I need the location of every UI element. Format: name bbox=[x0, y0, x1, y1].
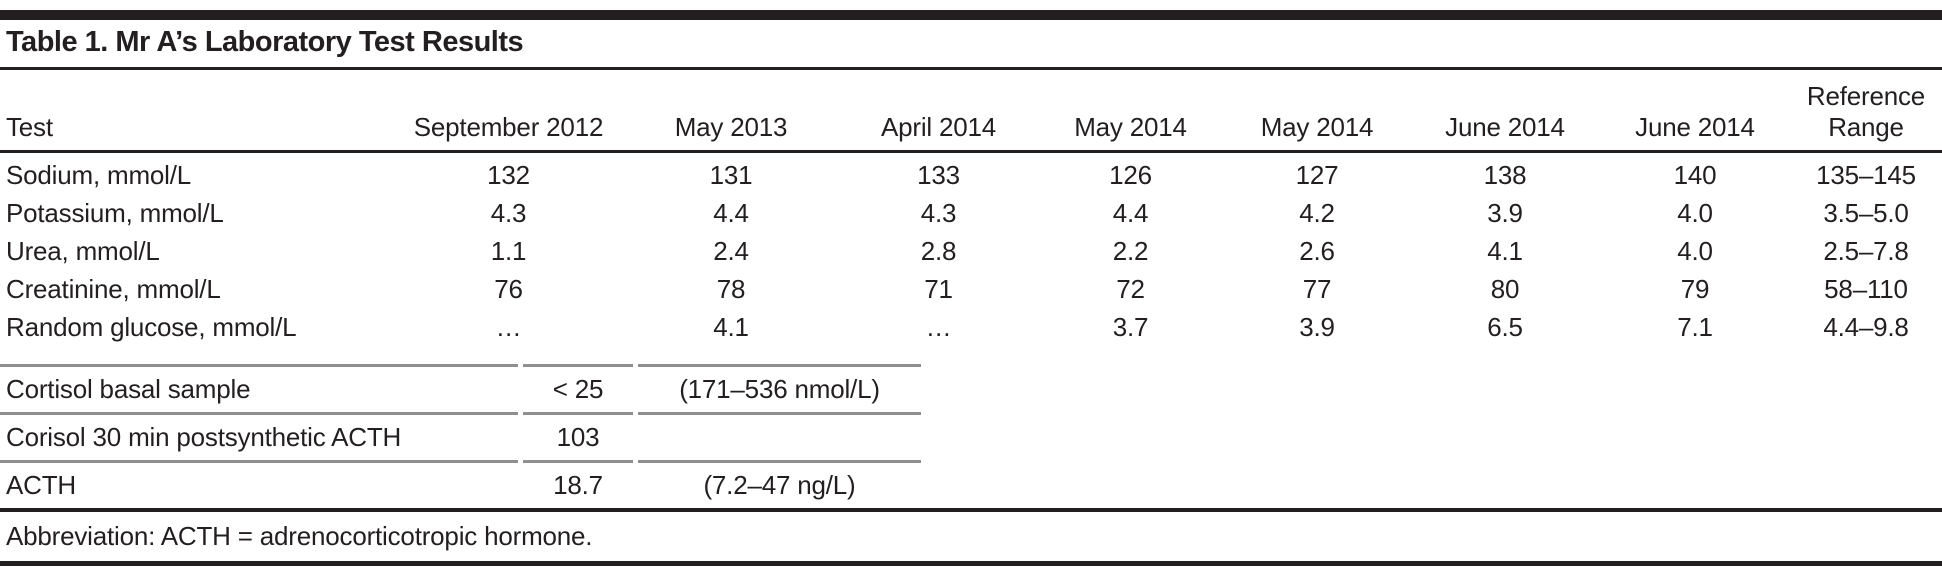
reference-range-line2: Range bbox=[1828, 112, 1904, 142]
reference-range-line1: Reference bbox=[1806, 81, 1926, 111]
table-cell-reference: 3.5–5.0 bbox=[1823, 198, 1909, 228]
table-cell: 4.4 bbox=[1112, 198, 1149, 228]
table-cell-range: (7.2–47 ng/L) bbox=[638, 460, 921, 508]
table-cell-value: 18.7 bbox=[523, 460, 633, 508]
table-cell-value: 103 bbox=[523, 412, 633, 460]
column-header-september-2012: September 2012 bbox=[413, 112, 604, 142]
table-cell: 2.8 bbox=[920, 236, 957, 266]
table-cell: … bbox=[925, 312, 952, 342]
table-cell: 132 bbox=[487, 160, 530, 190]
table-cell: 6.5 bbox=[1487, 312, 1523, 342]
column-header-reference-range: Reference Range bbox=[1790, 81, 1942, 143]
table-cell-test: Random glucose, mmol/L bbox=[6, 312, 297, 342]
table-cell: 2.2 bbox=[1112, 236, 1149, 266]
table-cell-test: Creatinine, mmol/L bbox=[6, 274, 221, 304]
table-cell-reference: 2.5–7.8 bbox=[1823, 236, 1909, 266]
table-cell: 3.7 bbox=[1112, 312, 1149, 342]
table-cell-test: Urea, mmol/L bbox=[6, 236, 160, 266]
table-row: Corisol 30 min postsynthetic ACTH 103 bbox=[0, 412, 921, 460]
table-cell: 127 bbox=[1295, 160, 1339, 190]
table-cell: 138 bbox=[1483, 160, 1527, 190]
table-cell: 4.1 bbox=[1487, 236, 1523, 266]
table-cell-reference: 4.4–9.8 bbox=[1823, 312, 1909, 342]
table-cell: 131 bbox=[709, 160, 753, 190]
table-cell: 4.4 bbox=[713, 198, 749, 228]
table-cell-value: < 25 bbox=[523, 364, 633, 412]
table-cell: 3.9 bbox=[1299, 312, 1335, 342]
column-header-june-2014-a: June 2014 bbox=[1445, 112, 1565, 142]
table-cell: 79 bbox=[1680, 274, 1710, 304]
table-cell: 2.6 bbox=[1299, 236, 1335, 266]
hormone-subtable: Cortisol basal sample < 25 (171–536 nmol… bbox=[0, 364, 921, 508]
lab-table-body: Sodium, mmol/L 132 131 133 126 127 138 1… bbox=[0, 156, 1942, 346]
table-cell-test: Cortisol basal sample bbox=[0, 364, 518, 412]
table-cell: 140 bbox=[1673, 160, 1717, 190]
table-title: Table 1. Mr A’s Laboratory Test Results bbox=[6, 26, 524, 58]
table-cell-range: (171–536 nmol/L) bbox=[638, 364, 921, 412]
table-cell: 78 bbox=[716, 274, 746, 304]
table-header-row: Test September 2012 May 2013 April 2014 … bbox=[0, 72, 1942, 148]
table-cell-test: Corisol 30 min postsynthetic ACTH bbox=[0, 412, 518, 460]
column-header-june-2014-b: June 2014 bbox=[1635, 112, 1755, 142]
table-cell: 2.4 bbox=[713, 236, 749, 266]
table-cell: 76 bbox=[494, 274, 523, 304]
table-cell: 7.1 bbox=[1677, 312, 1713, 342]
table-cell-reference: 58–110 bbox=[1824, 274, 1908, 304]
footnote-rule bbox=[0, 508, 1942, 512]
table-cell: 4.0 bbox=[1677, 198, 1713, 228]
table-cell-test: ACTH bbox=[0, 460, 518, 508]
table-cell: 1.1 bbox=[490, 236, 527, 266]
table-cell: 72 bbox=[1116, 274, 1145, 304]
table-cell: 3.9 bbox=[1487, 198, 1523, 228]
column-header-test: Test bbox=[6, 112, 53, 142]
table-cell: 4.2 bbox=[1299, 198, 1335, 228]
table-cell: … bbox=[495, 312, 522, 342]
table-cell: 71 bbox=[924, 274, 953, 304]
table-cell: 77 bbox=[1302, 274, 1332, 304]
table-cell: 126 bbox=[1109, 160, 1152, 190]
title-rule bbox=[0, 67, 1942, 70]
column-header-may-2013: May 2013 bbox=[674, 112, 788, 142]
table-cell: 4.1 bbox=[713, 312, 749, 342]
table-cell-test: Sodium, mmol/L bbox=[6, 160, 192, 190]
column-header-april-2014: April 2014 bbox=[880, 112, 997, 142]
table-row: ACTH 18.7 (7.2–47 ng/L) bbox=[0, 460, 921, 508]
table-cell-test: Potassium, mmol/L bbox=[6, 198, 224, 228]
table-cell-reference: 135–145 bbox=[1816, 160, 1916, 190]
table-cell: 4.3 bbox=[920, 198, 957, 228]
top-bar bbox=[0, 10, 1942, 20]
column-header-may-2014-b: May 2014 bbox=[1260, 112, 1374, 142]
table-footnote: Abbreviation: ACTH = adrenocorticotropic… bbox=[6, 520, 593, 551]
header-rule bbox=[0, 150, 1942, 153]
table-cell: 80 bbox=[1490, 274, 1520, 304]
table-cell: 4.3 bbox=[490, 198, 527, 228]
bottom-bar bbox=[0, 561, 1942, 566]
table-cell: 133 bbox=[917, 160, 960, 190]
table-cell-range bbox=[638, 412, 921, 460]
table-row: Cortisol basal sample < 25 (171–536 nmol… bbox=[0, 364, 921, 412]
column-header-may-2014-a: May 2014 bbox=[1074, 112, 1187, 142]
table-cell: 4.0 bbox=[1677, 236, 1713, 266]
